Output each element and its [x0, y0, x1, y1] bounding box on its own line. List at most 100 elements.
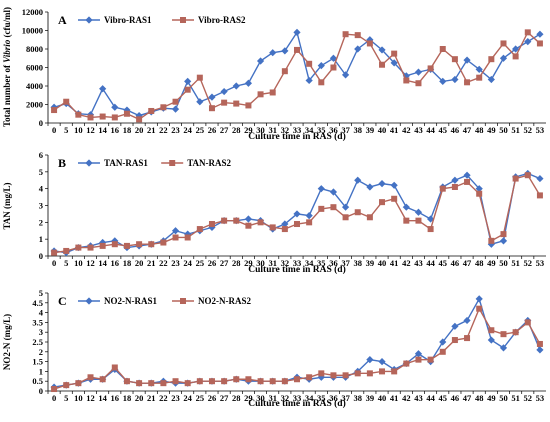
legend-swatch-marker — [85, 297, 93, 305]
x-tick-label: 41 — [390, 125, 399, 135]
legend-label: NO2-N-RAS2 — [198, 296, 251, 306]
x-tick-label: 43 — [414, 125, 423, 135]
x-tick-label: 38 — [353, 258, 362, 268]
data-point — [464, 79, 471, 86]
data-point — [160, 104, 167, 111]
x-tick-label: 39 — [366, 258, 375, 268]
y-tick-label: 3 — [39, 201, 43, 211]
x-tick-label: 53 — [536, 393, 545, 403]
y-tick-label: 0 — [39, 118, 43, 128]
y-tick-label: 4 — [39, 184, 44, 194]
data-point — [51, 386, 58, 393]
data-point — [439, 185, 446, 192]
x-tick-label: 33 — [293, 258, 302, 268]
data-point — [208, 105, 215, 112]
legend-item: TAN-RAS1 — [78, 158, 148, 168]
data-point — [354, 45, 362, 53]
data-point — [306, 60, 313, 67]
x-tick-label: 32 — [281, 258, 290, 268]
y-tick-label: 1 — [39, 234, 43, 244]
x-tick-label: 48 — [475, 258, 484, 268]
data-point — [451, 322, 459, 330]
x-tick-label: 27 — [220, 125, 229, 135]
data-point — [524, 29, 531, 36]
x-tick-label: 0 — [52, 393, 56, 403]
x-tick-label: 28 — [232, 125, 241, 135]
y-tick-label: 3.5 — [32, 317, 43, 327]
x-tick-label: 44 — [426, 258, 435, 268]
legend-label: TAN-RAS2 — [187, 158, 231, 168]
y-tick-label: 0.5 — [32, 376, 43, 386]
x-tick-label: 42 — [402, 393, 411, 403]
data-point — [451, 337, 458, 344]
data-point — [269, 89, 276, 96]
data-point — [257, 219, 264, 226]
x-tick-label: 49 — [487, 125, 496, 135]
x-tick-label: 52 — [524, 393, 533, 403]
data-point — [245, 222, 252, 229]
x-tick-label: 26 — [208, 258, 217, 268]
data-point — [196, 74, 203, 81]
data-point — [196, 226, 203, 233]
data-point — [63, 247, 70, 254]
data-point — [148, 107, 155, 114]
data-point — [318, 370, 325, 377]
x-tick-label: 25 — [196, 258, 205, 268]
x-tick-label: 23 — [171, 125, 180, 135]
data-point — [341, 203, 350, 211]
x-tick-label: 47 — [463, 125, 472, 135]
x-tick-label: 23 — [171, 393, 180, 403]
y-tick-label: 5 — [39, 288, 43, 298]
y-tick-label: 12000 — [22, 7, 43, 17]
data-point — [136, 116, 143, 123]
legend-item: Vibro-RAS2 — [172, 15, 246, 25]
x-tick-label: 14 — [98, 258, 107, 268]
x-tick-label: 53 — [536, 125, 545, 135]
data-point — [221, 99, 228, 106]
data-point — [184, 234, 191, 241]
y-tick-label: 2000 — [26, 100, 43, 110]
data-point — [512, 45, 520, 53]
legend: TAN-RAS1 TAN-RAS2 — [78, 158, 232, 168]
x-tick-label: 50 — [499, 258, 508, 268]
data-point — [233, 217, 240, 224]
x-tick-label: 18 — [123, 393, 132, 403]
x-tick-label: 36 — [329, 393, 338, 403]
data-point — [63, 98, 70, 105]
data-point — [451, 183, 458, 190]
data-point — [51, 249, 58, 256]
legend-item: NO2-N-RAS1 — [78, 296, 157, 306]
x-tick-label: 26 — [208, 393, 217, 403]
data-point — [184, 77, 192, 85]
data-point — [427, 65, 434, 72]
data-point — [232, 82, 240, 90]
data-point — [427, 226, 434, 233]
x-tick-label: 37 — [341, 393, 350, 403]
data-point — [305, 76, 313, 85]
data-point — [160, 239, 167, 246]
legend-swatch-marker — [85, 16, 93, 24]
x-tick-label: 5 — [64, 258, 68, 268]
series-line — [53, 30, 541, 117]
data-point — [281, 378, 288, 385]
x-tick-label: 21 — [147, 125, 156, 135]
data-point — [172, 378, 179, 385]
x-tick-label: 16 — [111, 125, 120, 135]
data-point — [439, 77, 447, 85]
data-point — [293, 210, 301, 218]
y-tick-label: 2.5 — [32, 337, 43, 347]
x-tick-label: 43 — [414, 393, 423, 403]
data-point — [281, 47, 289, 55]
data-point — [499, 344, 508, 352]
data-point — [196, 98, 204, 106]
x-tick-label: 44 — [426, 125, 435, 135]
x-tick-label: 22 — [159, 125, 168, 135]
y-tick-label: 4000 — [26, 81, 43, 91]
data-point — [294, 46, 300, 53]
data-point — [487, 75, 495, 84]
data-point — [536, 340, 543, 347]
x-tick-label: 39 — [366, 125, 375, 135]
x-tick-label: 20 — [135, 125, 144, 135]
data-point — [233, 376, 240, 383]
x-tick-label: 0 — [52, 125, 56, 135]
